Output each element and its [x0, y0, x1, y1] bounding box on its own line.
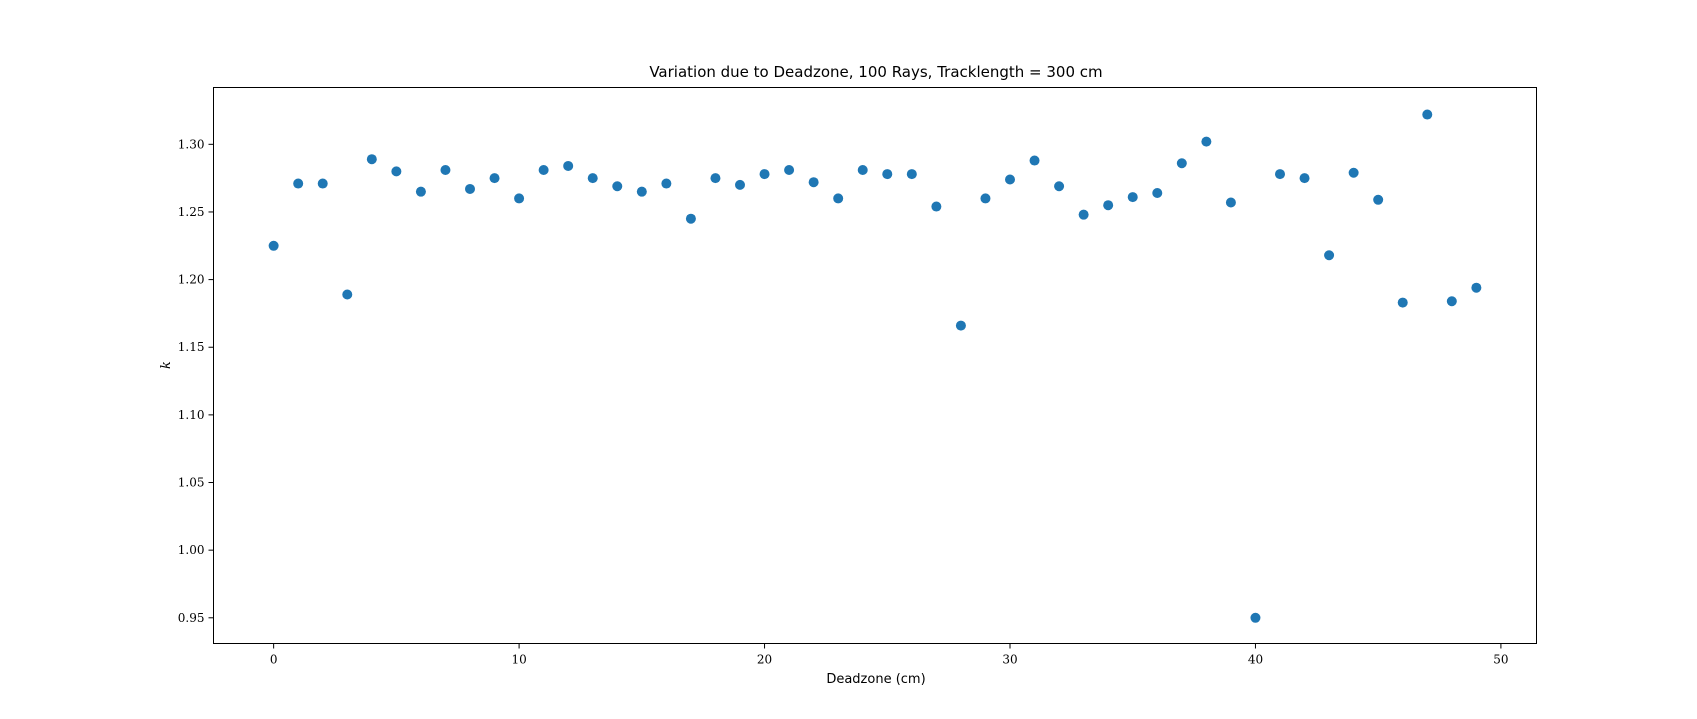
data-point	[784, 165, 795, 176]
data-point	[563, 160, 574, 171]
x-tick-label: 0	[270, 653, 278, 667]
data-points	[268, 109, 1482, 623]
data-point	[1029, 155, 1040, 166]
data-point	[980, 193, 991, 204]
y-tick-label: 1.25	[178, 205, 205, 219]
data-point	[1176, 158, 1187, 169]
data-point	[833, 193, 844, 204]
data-point	[636, 186, 647, 197]
data-point	[1078, 209, 1089, 220]
y-tick-label: 1.30	[178, 137, 205, 151]
data-point	[342, 289, 353, 300]
data-point	[612, 181, 623, 192]
data-point	[317, 178, 328, 189]
data-point	[1275, 169, 1285, 180]
data-point	[685, 213, 696, 224]
data-point	[1225, 197, 1236, 208]
data-point	[1054, 181, 1065, 192]
data-point	[268, 240, 279, 251]
data-point	[808, 177, 819, 188]
y-tick-label: 0.95	[178, 611, 205, 625]
y-tick-label: 1.10	[178, 408, 205, 422]
data-point	[1471, 282, 1482, 293]
data-point	[415, 186, 426, 197]
y-axis: 0.95 1.00 1.05 1.10 1.15 1.20 1.25 1.30	[178, 137, 214, 625]
data-point	[366, 154, 377, 165]
data-point	[1422, 109, 1433, 120]
y-tick-label: 1.05	[178, 476, 205, 490]
data-point	[735, 179, 745, 190]
y-tick-label: 1.20	[178, 273, 205, 287]
chart-title: Variation due to Deadzone, 100 Rays, Tra…	[649, 63, 1102, 81]
x-tick-label: 50	[1493, 653, 1508, 667]
data-point	[710, 173, 721, 184]
data-point	[1103, 200, 1114, 211]
data-point	[1127, 192, 1138, 203]
data-point	[1397, 297, 1408, 308]
data-point	[906, 169, 917, 180]
x-axis-label: Deadzone (cm)	[826, 672, 925, 687]
data-point	[1201, 136, 1212, 147]
data-point	[489, 173, 500, 184]
data-point	[1373, 194, 1384, 205]
data-point	[391, 166, 402, 177]
y-axis-label: k	[159, 361, 174, 369]
x-tick-label: 30	[1002, 653, 1017, 667]
data-point	[1324, 250, 1335, 261]
plot-frame	[213, 87, 1537, 644]
data-point	[1446, 296, 1457, 307]
y-tick-label: 1.00	[178, 543, 205, 557]
data-point	[759, 169, 770, 180]
x-tick-label: 40	[1248, 653, 1263, 667]
x-tick-label: 20	[757, 653, 772, 667]
data-point	[955, 320, 966, 331]
data-point	[538, 165, 549, 176]
data-point	[440, 165, 451, 176]
data-point	[587, 173, 598, 184]
data-point	[1299, 173, 1310, 184]
data-point	[931, 201, 942, 212]
data-point	[1348, 167, 1359, 178]
data-point	[661, 178, 672, 189]
data-point	[882, 169, 893, 180]
data-point	[293, 178, 304, 189]
y-tick-label: 1.15	[178, 340, 205, 354]
data-point	[1152, 188, 1163, 199]
data-point	[514, 193, 525, 204]
data-point	[857, 165, 868, 176]
x-tick-label: 10	[511, 653, 526, 667]
x-axis: 0 10 20 30 40 50	[270, 643, 1509, 667]
data-point	[1250, 612, 1261, 623]
data-point	[1005, 174, 1015, 185]
data-point	[465, 183, 475, 194]
